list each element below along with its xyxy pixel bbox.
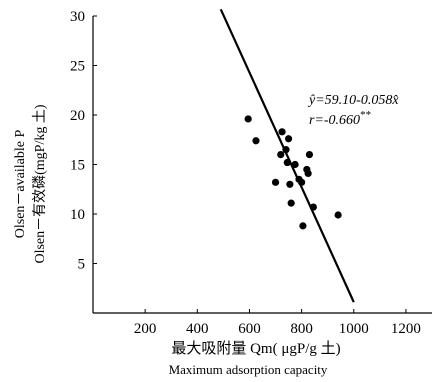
data-point — [299, 222, 307, 230]
data-point — [287, 199, 295, 207]
data-point — [244, 115, 252, 123]
x-axis-label-en: Maximum adsorption capacity — [169, 362, 328, 377]
ticks: 200 400 600 800 1000 1200 5 10 15 20 25 30 — [70, 9, 421, 337]
data-point — [286, 180, 294, 188]
regression-equation: ŷ=59.10-0.058x̂ — [307, 93, 399, 108]
x-tick-label: 400 — [186, 321, 209, 337]
data-point — [252, 137, 260, 145]
r-value: r=-0.660 — [309, 113, 360, 128]
regression-line — [219, 8, 355, 303]
y-axis-label-en: Olsen－available P — [13, 130, 28, 239]
axes — [92, 16, 432, 314]
x-tick-label: 1000 — [339, 321, 369, 337]
equation-rhs: =59.10-0.058x̂ — [315, 93, 399, 108]
data-point — [271, 178, 280, 186]
y-tick-label: 20 — [70, 108, 85, 124]
data-point — [305, 151, 314, 159]
data-points — [244, 115, 342, 230]
x-tick-label: 200 — [134, 321, 157, 337]
y-tick-label: 25 — [70, 59, 85, 75]
y-tick-label: 10 — [70, 207, 85, 223]
data-point — [278, 128, 286, 136]
regression-annotation: ŷ=59.10-0.058x̂ r=-0.660** — [307, 93, 399, 128]
significance-mark: ** — [360, 109, 371, 121]
x-axis-label: 最大吸附量 Qm( μgP/g 土) — [171, 340, 340, 357]
y-tick-label: 30 — [70, 9, 85, 25]
y-axis-label: Olsen－有效磷(mgP/kg 土) — [32, 104, 48, 263]
equation-lhs: ŷ — [307, 93, 316, 108]
data-point — [277, 151, 285, 159]
y-tick-label: 15 — [70, 158, 85, 174]
y-tick-label: 5 — [78, 257, 86, 273]
correlation-coefficient: r=-0.660** — [309, 109, 371, 128]
data-point — [284, 135, 293, 143]
x-tick-label: 600 — [238, 321, 261, 337]
x-tick-label: 800 — [290, 321, 313, 337]
x-tick-label: 1200 — [391, 321, 421, 337]
data-point — [304, 169, 312, 178]
data-point — [334, 211, 342, 219]
